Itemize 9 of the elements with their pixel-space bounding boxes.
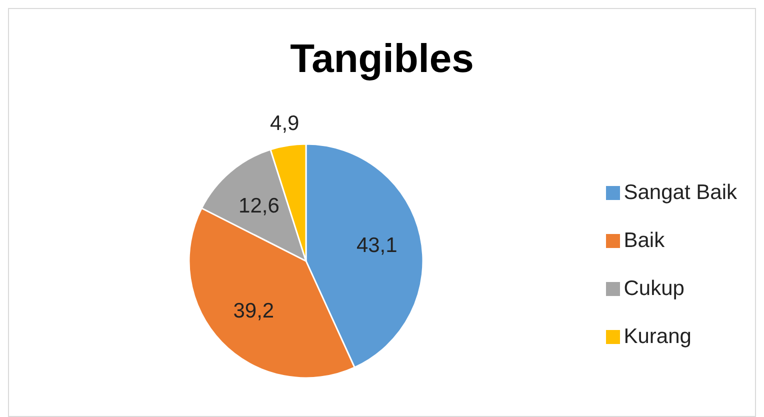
chart-title: Tangibles <box>289 37 475 82</box>
legend-label: Sangat Baik <box>624 181 737 204</box>
legend-label: Kurang <box>624 325 692 348</box>
data-label: 43,1 <box>356 234 398 258</box>
legend-label: Cukup <box>624 277 684 300</box>
data-label: 39,2 <box>233 300 274 323</box>
data-label: 4,9 <box>270 112 300 136</box>
data-label: 12,6 <box>238 194 280 218</box>
legend-label: Baik <box>624 229 665 252</box>
